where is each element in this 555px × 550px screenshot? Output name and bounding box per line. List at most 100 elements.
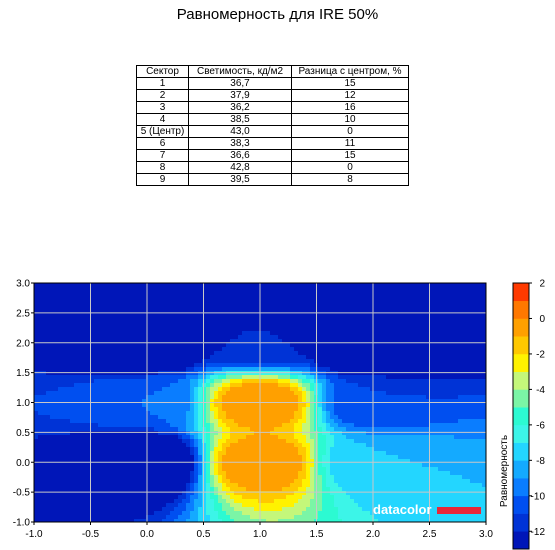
contour-cell xyxy=(110,443,115,448)
contour-cell xyxy=(270,519,275,523)
contour-cell xyxy=(150,467,155,472)
contour-cell xyxy=(142,351,147,356)
contour-cell xyxy=(62,291,67,296)
contour-cell xyxy=(198,347,203,352)
contour-cell xyxy=(306,479,311,484)
contour-cell xyxy=(346,295,351,300)
contour-cell xyxy=(218,339,223,344)
contour-cell xyxy=(114,495,119,500)
contour-cell xyxy=(282,439,287,444)
contour-cell xyxy=(42,431,47,436)
contour-cell xyxy=(190,503,195,508)
contour-cell xyxy=(354,335,359,340)
contour-cell xyxy=(38,463,43,468)
contour-cell xyxy=(158,411,163,416)
contour-cell xyxy=(346,347,351,352)
contour-cell xyxy=(218,447,223,452)
contour-cell xyxy=(78,463,83,468)
contour-cell xyxy=(158,491,163,496)
contour-cell xyxy=(182,323,187,328)
contour-cell xyxy=(346,423,351,428)
contour-cell xyxy=(270,379,275,384)
contour-cell xyxy=(138,487,143,492)
contour-cell xyxy=(326,295,331,300)
contour-cell xyxy=(178,407,183,412)
contour-cell xyxy=(170,479,175,484)
contour-cell xyxy=(62,487,67,492)
contour-cell xyxy=(70,447,75,452)
contour-cell xyxy=(50,323,55,328)
contour-cell xyxy=(222,295,227,300)
contour-cell xyxy=(50,367,55,372)
contour-cell xyxy=(330,427,335,432)
contour-cell xyxy=(38,475,43,480)
contour-cell xyxy=(206,495,211,500)
contour-cell xyxy=(114,491,119,496)
contour-cell xyxy=(126,319,131,324)
contour-cell xyxy=(134,507,139,512)
contour-cell xyxy=(230,331,235,336)
contour-cell xyxy=(178,291,183,296)
contour-cell xyxy=(210,343,215,348)
contour-cell xyxy=(178,487,183,492)
contour-cell xyxy=(62,295,67,300)
contour-cell xyxy=(202,403,207,408)
contour-cell xyxy=(330,363,335,368)
contour-cell xyxy=(346,515,351,520)
contour-cell xyxy=(214,391,219,396)
contour-cell xyxy=(290,515,295,520)
contour-cell xyxy=(338,515,343,520)
contour-cell xyxy=(178,307,183,312)
contour-cell xyxy=(278,291,283,296)
contour-cell xyxy=(226,367,231,372)
contour-cell xyxy=(274,407,279,412)
contour-cell xyxy=(94,395,99,400)
contour-cell xyxy=(238,471,243,476)
contour-cell xyxy=(102,295,107,300)
contour-cell xyxy=(206,351,211,356)
contour-cell xyxy=(266,423,271,428)
contour-cell xyxy=(318,351,323,356)
contour-cell xyxy=(254,371,259,376)
contour-cell xyxy=(274,515,279,520)
contour-cell xyxy=(182,447,187,452)
contour-cell xyxy=(270,463,275,468)
contour-cell xyxy=(106,435,111,440)
contour-cell xyxy=(266,519,271,523)
contour-cell xyxy=(330,395,335,400)
contour-cell xyxy=(74,487,79,492)
contour-cell xyxy=(78,327,83,332)
contour-cell xyxy=(90,491,95,496)
contour-cell xyxy=(66,475,71,480)
table-row: 1 36,7 15 xyxy=(136,77,409,90)
contour-cell xyxy=(118,515,123,520)
contour-cell xyxy=(114,295,119,300)
contour-cell xyxy=(110,315,115,320)
contour-cell xyxy=(94,387,99,392)
contour-cell xyxy=(282,455,287,460)
contour-cell xyxy=(358,415,363,420)
contour-cell xyxy=(90,387,95,392)
contour-cell xyxy=(54,491,59,496)
contour-cell xyxy=(254,423,259,428)
contour-cell xyxy=(278,463,283,468)
contour-cell xyxy=(214,467,219,472)
contour-cell xyxy=(222,335,227,340)
contour-cell xyxy=(310,387,315,392)
contour-cell xyxy=(146,367,151,372)
contour-cell xyxy=(262,371,267,376)
contour-cell xyxy=(54,351,59,356)
contour-cell xyxy=(114,335,119,340)
contour-cell xyxy=(46,315,51,320)
contour-cell xyxy=(222,351,227,356)
contour-cell xyxy=(138,295,143,300)
contour-cell xyxy=(350,507,355,512)
contour-cell xyxy=(82,463,87,468)
contour-cell xyxy=(282,471,287,476)
contour-cell xyxy=(354,375,359,380)
contour-cell xyxy=(190,387,195,392)
contour-cell xyxy=(214,491,219,496)
contour-cell xyxy=(134,511,139,516)
contour-cell xyxy=(66,343,71,348)
contour-cell xyxy=(34,455,39,460)
